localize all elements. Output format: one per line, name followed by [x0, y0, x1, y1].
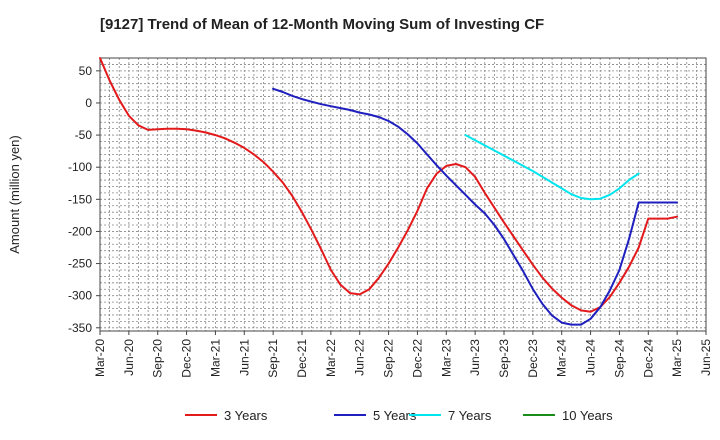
y-tick-label: -100 [68, 160, 92, 174]
y-axis-ticks: 50 0 -50 -100 -150 -200 -250 -300 -350 [68, 64, 100, 335]
x-tick-label: Jun-23 [468, 339, 482, 376]
x-tick-label: Mar-20 [93, 339, 107, 377]
legend-label-7-years: 7 Years [448, 408, 492, 423]
x-tick-label: Mar-24 [555, 339, 569, 377]
plot-frame [99, 57, 707, 332]
x-tick-label: Mar-25 [670, 339, 684, 377]
series-layer [99, 57, 679, 326]
legend: 3 Years 5 Years 7 Years 10 Years [185, 408, 613, 423]
y-tick-label: -150 [68, 192, 92, 206]
y-axis-label: Amount (million yen) [7, 135, 22, 254]
x-tick-label: Jun-21 [237, 339, 251, 376]
x-tick-label: Dec-21 [295, 339, 309, 378]
x-tick-label: Sep-20 [151, 339, 165, 378]
series-line-5-years [272, 87, 679, 326]
y-tick-label: -50 [75, 128, 93, 142]
x-tick-label: Jun-22 [353, 339, 367, 376]
x-tick-label: Jun-20 [122, 339, 136, 376]
y-tick-label: -350 [68, 321, 92, 335]
chart-title: [9127] Trend of Mean of 12-Month Moving … [100, 16, 544, 33]
legend-label-3-years: 3 Years [224, 408, 268, 423]
x-tick-label: Dec-20 [180, 339, 194, 378]
y-tick-label: -300 [68, 289, 92, 303]
x-tick-label: Mar-23 [439, 339, 453, 377]
series-line-7-years [464, 134, 640, 201]
x-tick-label: Mar-22 [324, 339, 338, 377]
x-tick-label: Dec-22 [410, 339, 424, 378]
x-tick-label: Dec-23 [526, 339, 540, 378]
x-axis-ticks: Mar-20 Jun-20 Sep-20 Dec-20 Mar-21 Jun-21 Sep-… [93, 331, 713, 378]
series-line-3-years [99, 57, 679, 313]
grid-layer [100, 58, 706, 331]
y-tick-label: 0 [85, 96, 92, 110]
x-tick-label: Sep-22 [382, 339, 396, 378]
legend-label-10-years: 10 Years [562, 408, 613, 423]
x-tick-label: Jun-25 [699, 339, 713, 376]
x-tick-label: Dec-24 [641, 339, 655, 378]
y-tick-label: -200 [68, 224, 92, 238]
y-tick-label: 50 [79, 64, 93, 78]
x-tick-label: Mar-21 [208, 339, 222, 377]
y-tick-label: -250 [68, 257, 92, 271]
x-tick-label: Sep-24 [612, 339, 626, 378]
legend-label-5-years: 5 Years [373, 408, 417, 423]
x-tick-label: Sep-21 [266, 339, 280, 378]
x-tick-label: Sep-23 [497, 339, 511, 378]
x-tick-label: Jun-24 [584, 339, 598, 376]
